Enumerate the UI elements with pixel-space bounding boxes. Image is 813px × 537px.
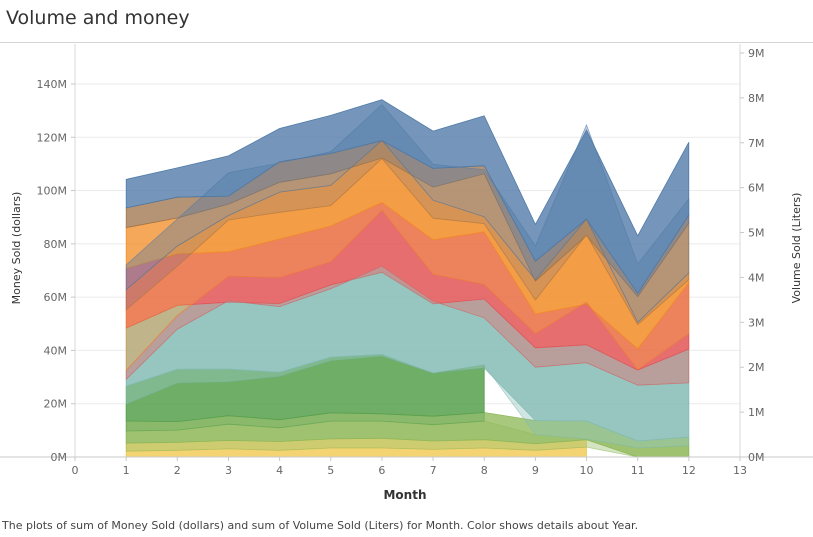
y-left-tick-label-0: 0M bbox=[51, 451, 68, 464]
y-left-tick-label-1: 20M bbox=[44, 398, 68, 411]
y-right-tick-label-5: 5M bbox=[748, 227, 765, 240]
dual-axis-area-chart: 0M20M40M60M80M100M120M140M0M1M2M3M4M5M6M… bbox=[0, 44, 813, 502]
volume-area-7[interactable] bbox=[125, 104, 690, 323]
y-right-tick-label-9: 9M bbox=[748, 47, 765, 60]
y-left-tick-label-7: 140M bbox=[37, 78, 68, 91]
x-tick-label-9: 9 bbox=[532, 464, 539, 477]
y-axis-right-label: Volume Sold (Liters) bbox=[790, 193, 803, 304]
y-right-tick-label-2: 2M bbox=[748, 361, 765, 374]
x-tick-label-6: 6 bbox=[378, 464, 385, 477]
x-tick-label-3: 3 bbox=[225, 464, 232, 477]
x-tick-label-5: 5 bbox=[327, 464, 334, 477]
x-tick-label-8: 8 bbox=[481, 464, 488, 477]
volume-area-series[interactable] bbox=[125, 104, 690, 458]
y-axis-left-label: Money Sold (dollars) bbox=[10, 192, 23, 305]
x-tick-label-13: 13 bbox=[733, 464, 747, 477]
y-right-tick-label-8: 8M bbox=[748, 92, 765, 105]
y-right-tick-label-7: 7M bbox=[748, 137, 765, 150]
y-right-tick-label-0: 0M bbox=[748, 451, 765, 464]
axes: 0M20M40M60M80M100M120M140M0M1M2M3M4M5M6M… bbox=[0, 44, 813, 477]
chart-caption: The plots of sum of Money Sold (dollars)… bbox=[2, 519, 639, 532]
x-tick-label-2: 2 bbox=[174, 464, 181, 477]
money-area-series[interactable] bbox=[125, 99, 690, 458]
x-axis-label: Month bbox=[383, 488, 426, 502]
y-left-tick-label-2: 40M bbox=[44, 344, 68, 357]
y-right-tick-label-6: 6M bbox=[748, 182, 765, 195]
y-left-tick-label-6: 120M bbox=[37, 131, 68, 144]
y-left-tick-label-4: 80M bbox=[44, 238, 68, 251]
x-tick-label-1: 1 bbox=[123, 464, 130, 477]
x-tick-label-0: 0 bbox=[72, 464, 79, 477]
x-tick-label-4: 4 bbox=[276, 464, 283, 477]
x-tick-label-7: 7 bbox=[430, 464, 437, 477]
y-right-tick-label-3: 3M bbox=[748, 316, 765, 329]
x-tick-label-12: 12 bbox=[682, 464, 696, 477]
x-tick-label-10: 10 bbox=[580, 464, 594, 477]
title-divider bbox=[0, 42, 813, 43]
y-right-tick-label-1: 1M bbox=[748, 406, 765, 419]
y-right-tick-label-4: 4M bbox=[748, 271, 765, 284]
chart-title: Volume and money bbox=[6, 7, 190, 29]
y-left-tick-label-3: 60M bbox=[44, 291, 68, 304]
y-left-tick-label-5: 100M bbox=[37, 185, 68, 198]
x-tick-label-11: 11 bbox=[631, 464, 645, 477]
